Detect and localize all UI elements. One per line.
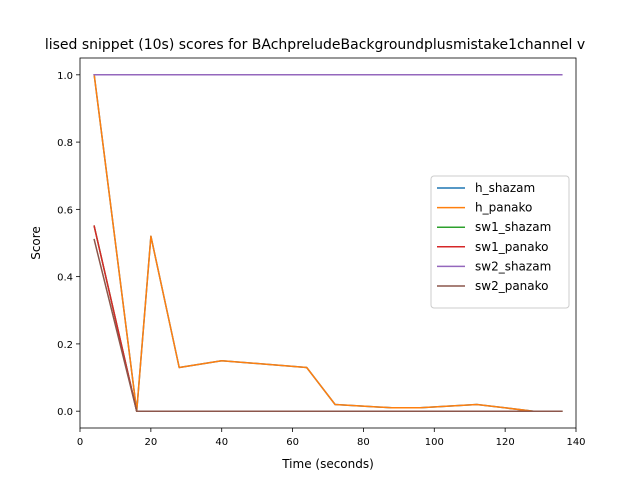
x-tick-label: 60 xyxy=(286,437,299,448)
y-axis: 0.0 0.2 0.4 0.6 0.8 1.0 xyxy=(57,71,80,418)
legend-label-sw1-shazam: sw1_shazam xyxy=(475,220,551,234)
y-tick-label: 0.4 xyxy=(57,273,73,284)
series-line-sw2-panako xyxy=(93,238,563,412)
y-tick-label: 0.2 xyxy=(57,340,73,351)
legend-label-h-panako: h_panako xyxy=(475,201,532,215)
legend-label-h-shazam: h_shazam xyxy=(475,181,535,195)
y-tick-label: 0.6 xyxy=(57,205,73,216)
legend-label-sw2-shazam: sw2_shazam xyxy=(475,259,551,273)
chart-title: lised snippet (10s) scores for BAchprelu… xyxy=(45,37,585,53)
x-axis-label: Time (seconds) xyxy=(281,457,374,471)
plot-frame xyxy=(79,57,577,429)
x-tick-label: 20 xyxy=(144,437,157,448)
x-axis: 0 20 40 60 80 100 120 140 xyxy=(77,428,586,448)
x-tick-label: 100 xyxy=(425,437,444,448)
legend: h_shazam h_panako sw1_shazam sw1_panako sw2_… xyxy=(430,175,570,309)
x-tick-label: 40 xyxy=(215,437,228,448)
x-tick-label: 0 xyxy=(77,437,83,448)
y-tick-label: 0.0 xyxy=(57,407,73,418)
legend-box xyxy=(430,175,570,309)
x-tick-label: 80 xyxy=(357,437,370,448)
series-line-h-panako xyxy=(93,73,563,412)
legend-label-sw1-panako: sw1_panako xyxy=(475,240,549,254)
y-tick-label: 1.0 xyxy=(57,71,73,82)
y-tick-label: 0.8 xyxy=(57,138,73,149)
y-axis-label: Score xyxy=(29,226,43,260)
x-tick-label: 120 xyxy=(496,437,515,448)
x-tick-label: 140 xyxy=(566,437,585,448)
plot-lines xyxy=(93,73,563,412)
legend-label-sw2-panako: sw2_panako xyxy=(475,279,549,293)
